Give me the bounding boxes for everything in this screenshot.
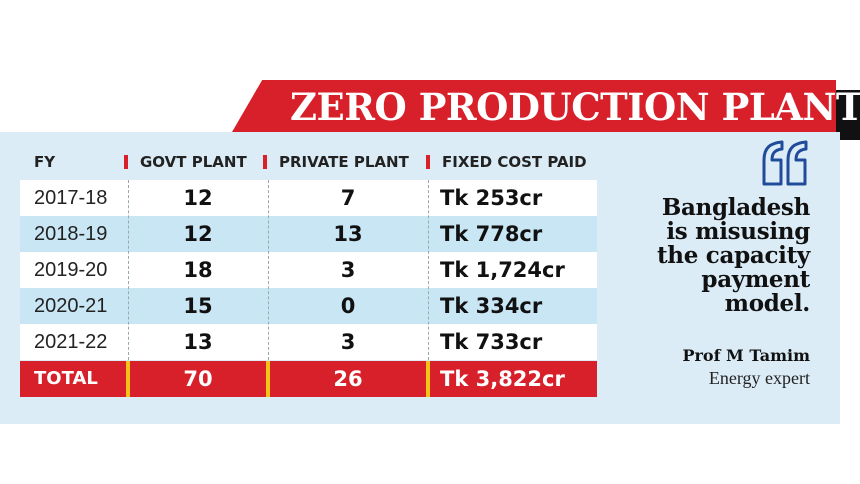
table-row: 2017-18 12 7 Tk 253cr <box>20 180 597 216</box>
fixed-cost-cell: Tk 1,724cr <box>440 258 565 282</box>
govt-plant-cell: 18 <box>183 258 213 282</box>
quote-line: Bangladesh <box>661 194 810 221</box>
quote-author-role: Energy expert <box>708 368 810 388</box>
table-row: 2019-20 18 3 Tk 1,724cr <box>20 252 597 288</box>
govt-plant-cell: 13 <box>183 330 213 354</box>
column-header-private: PRIVATE PLANT <box>279 153 409 171</box>
fy-cell: 2019-20 <box>34 259 108 281</box>
total-private: 26 <box>333 367 363 391</box>
fy-cell: 2020-21 <box>34 295 108 317</box>
column-header-fy: FY <box>34 153 56 171</box>
quote-line: the capacity <box>656 242 810 269</box>
govt-plant-cell: 12 <box>183 186 213 210</box>
column-separator <box>128 180 129 360</box>
quote-line: model. <box>724 290 811 317</box>
column-header-govt: GOVT PLANT <box>140 153 247 171</box>
table-row: 2020-21 15 0 Tk 334cr <box>20 288 597 324</box>
fixed-cost-cell: Tk 253cr <box>440 186 543 210</box>
fixed-cost-cell: Tk 733cr <box>440 330 543 354</box>
total-govt: 70 <box>183 367 213 391</box>
total-divider <box>266 361 270 397</box>
fy-cell: 2018-19 <box>34 223 108 245</box>
table-header: FY GOVT PLANT PRIVATE PLANT FIXED COST P… <box>0 150 600 174</box>
table-row: 2018-19 12 13 Tk 778cr <box>20 216 597 252</box>
table-row: 2021-22 13 3 Tk 733cr <box>20 324 597 360</box>
title-banner <box>232 80 836 132</box>
column-separator <box>268 180 269 360</box>
header-marker <box>426 155 430 169</box>
quote-line: is misusing <box>666 218 810 245</box>
govt-plant-cell: 15 <box>183 294 213 318</box>
quote-icon <box>762 140 808 186</box>
total-divider <box>126 361 130 397</box>
chart-title: ZERO PRODUCTION PLANTS <box>290 85 860 129</box>
total-label: TOTAL <box>34 368 98 389</box>
header-marker <box>124 155 128 169</box>
quote-text: Bangladesh is misusing the capacity paym… <box>600 196 810 316</box>
private-plant-cell: 7 <box>340 186 356 210</box>
column-separator <box>428 180 429 360</box>
private-plant-cell: 3 <box>340 258 356 282</box>
fy-cell: 2021-22 <box>34 331 108 353</box>
fixed-cost-cell: Tk 334cr <box>440 294 543 318</box>
quote-line: payment <box>701 266 810 293</box>
fy-cell: 2017-18 <box>34 187 108 209</box>
govt-plant-cell: 12 <box>183 222 213 246</box>
total-row: TOTAL 70 26 Tk 3,822cr <box>20 361 597 397</box>
header-marker <box>263 155 267 169</box>
fixed-cost-cell: Tk 778cr <box>440 222 543 246</box>
total-divider <box>426 361 430 397</box>
quote-author: Prof M Tamim <box>682 346 810 365</box>
total-cost: Tk 3,822cr <box>440 367 565 391</box>
column-header-cost: FIXED COST PAID <box>442 153 587 171</box>
private-plant-cell: 3 <box>340 330 356 354</box>
private-plant-cell: 13 <box>333 222 363 246</box>
private-plant-cell: 0 <box>340 294 356 318</box>
